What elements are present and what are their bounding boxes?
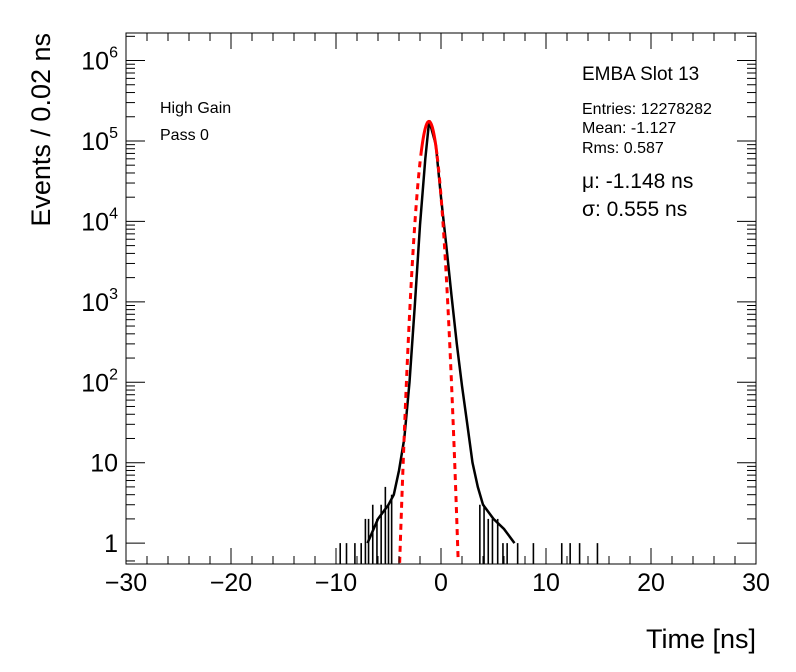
data-layer [339,120,599,564]
x-axis-label: Time [ns] [646,624,756,654]
stats-title: EMBA Slot 13 [582,64,699,85]
gaussian-fit-core [419,119,439,156]
pass-label: Pass 0 [160,127,209,144]
y-tick-label: 106 [81,45,118,76]
x-tick-label: −30 [105,569,147,597]
fit-mu: μ: -1.148 ns [582,170,693,193]
gain-label: High Gain [160,100,231,117]
tick-layer: −30 −20 −10 0 10 20 30 1 10 102 103 104 105 106 [81,33,770,597]
gaussian-fit-left-tail [398,156,423,563]
y-tick-label: 105 [81,125,118,156]
plot-area: −30 −20 −10 0 10 20 30 1 10 102 103 104 105 106 [81,32,770,597]
fit-sigma: σ: 0.555 ns [582,198,687,221]
stats-entries: Entries: 12278282 [582,101,712,118]
histogram-envelope [366,120,516,544]
y-axis-label: Events / 0.02 ns [26,33,56,227]
stats-rms: Rms: 0.587 [582,140,664,157]
y-tick-label: 10 [90,450,118,478]
y-tick-label: 103 [81,286,118,317]
x-tick-label: 10 [532,569,560,597]
x-tick-label: −10 [315,569,357,597]
fit-layer [398,119,460,563]
y-tick-label: 104 [81,205,118,236]
stats-mean: Mean: -1.127 [582,120,676,137]
x-tick-label: 30 [742,569,770,597]
gaussian-fit-right-tail [435,155,460,559]
x-tick-label: −20 [210,569,252,597]
x-tick-label: 0 [434,569,448,597]
x-tick-label: 20 [637,569,665,597]
y-tick-label: 102 [81,366,118,397]
y-tick-label: 1 [104,530,118,558]
